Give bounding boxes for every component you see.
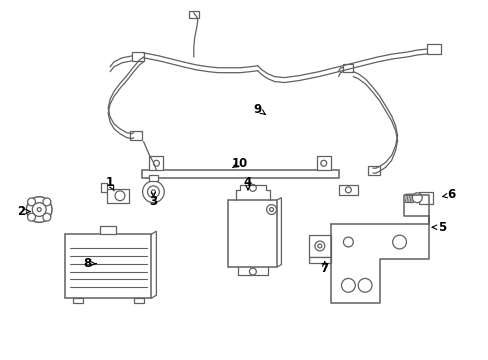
Circle shape bbox=[269, 208, 273, 212]
Circle shape bbox=[249, 268, 256, 275]
Bar bbox=[338, 185, 358, 195]
Circle shape bbox=[115, 191, 124, 201]
Circle shape bbox=[43, 198, 51, 206]
Circle shape bbox=[32, 203, 46, 216]
Circle shape bbox=[411, 193, 421, 203]
Text: 8: 8 bbox=[83, 257, 91, 270]
Bar bbox=[343, 64, 352, 72]
Circle shape bbox=[320, 160, 326, 166]
Bar bbox=[100, 226, 116, 234]
Circle shape bbox=[27, 213, 36, 221]
Circle shape bbox=[392, 235, 406, 249]
Text: 1: 1 bbox=[106, 176, 114, 189]
Circle shape bbox=[26, 197, 52, 222]
Circle shape bbox=[249, 184, 256, 191]
Text: 10: 10 bbox=[231, 157, 248, 170]
Bar bbox=[129, 131, 142, 140]
Circle shape bbox=[151, 190, 155, 194]
Bar bbox=[418, 192, 432, 204]
Bar bbox=[107, 189, 128, 203]
Circle shape bbox=[27, 198, 36, 206]
Bar bbox=[308, 257, 330, 263]
Circle shape bbox=[314, 241, 324, 251]
Bar bbox=[133, 298, 143, 303]
Circle shape bbox=[147, 186, 159, 198]
Bar bbox=[316, 156, 330, 170]
Circle shape bbox=[153, 160, 159, 166]
Circle shape bbox=[345, 187, 350, 193]
Bar bbox=[367, 166, 379, 175]
Bar bbox=[188, 11, 198, 18]
Text: 5: 5 bbox=[437, 221, 445, 234]
Bar bbox=[142, 170, 338, 178]
Circle shape bbox=[317, 244, 321, 248]
Text: 3: 3 bbox=[149, 195, 157, 208]
Circle shape bbox=[43, 213, 51, 221]
Circle shape bbox=[266, 204, 276, 215]
Bar bbox=[149, 156, 163, 170]
Circle shape bbox=[343, 237, 352, 247]
Text: 6: 6 bbox=[447, 188, 455, 201]
Text: 4: 4 bbox=[244, 176, 251, 189]
Bar bbox=[228, 200, 277, 267]
Bar bbox=[65, 234, 151, 298]
Circle shape bbox=[358, 278, 371, 292]
Bar bbox=[148, 175, 158, 181]
Text: 7: 7 bbox=[320, 262, 328, 275]
Text: 9: 9 bbox=[253, 103, 262, 116]
Bar bbox=[308, 235, 330, 257]
Bar bbox=[426, 44, 440, 54]
Bar bbox=[73, 298, 82, 303]
Circle shape bbox=[142, 181, 164, 203]
Circle shape bbox=[37, 208, 41, 212]
Bar bbox=[131, 52, 143, 61]
Circle shape bbox=[341, 278, 355, 292]
Text: 2: 2 bbox=[18, 205, 25, 218]
